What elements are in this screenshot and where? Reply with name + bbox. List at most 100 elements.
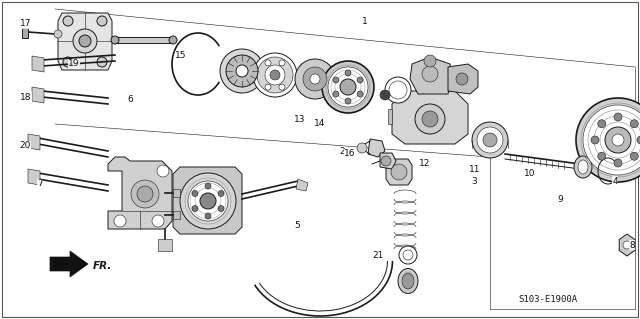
Circle shape bbox=[637, 136, 640, 144]
Text: 10: 10 bbox=[524, 169, 536, 179]
Circle shape bbox=[295, 59, 335, 99]
Circle shape bbox=[340, 79, 356, 95]
Circle shape bbox=[63, 57, 73, 67]
Circle shape bbox=[630, 152, 638, 160]
Circle shape bbox=[614, 159, 622, 167]
Bar bbox=[115, 37, 173, 43]
Circle shape bbox=[456, 73, 468, 85]
Circle shape bbox=[137, 186, 153, 202]
Circle shape bbox=[152, 215, 164, 227]
Circle shape bbox=[472, 122, 508, 158]
Circle shape bbox=[381, 156, 391, 166]
Circle shape bbox=[591, 136, 599, 144]
Polygon shape bbox=[380, 153, 396, 169]
Text: 15: 15 bbox=[175, 51, 187, 61]
Polygon shape bbox=[50, 251, 88, 277]
Text: 21: 21 bbox=[372, 250, 384, 259]
Circle shape bbox=[279, 60, 285, 66]
Polygon shape bbox=[296, 179, 308, 191]
Circle shape bbox=[200, 193, 216, 209]
Circle shape bbox=[218, 190, 224, 197]
Polygon shape bbox=[158, 239, 172, 251]
Text: 14: 14 bbox=[314, 118, 326, 128]
Circle shape bbox=[303, 67, 327, 91]
Circle shape bbox=[205, 213, 211, 219]
Circle shape bbox=[391, 164, 407, 180]
Circle shape bbox=[226, 55, 258, 87]
Polygon shape bbox=[58, 13, 112, 70]
Circle shape bbox=[357, 77, 363, 83]
Circle shape bbox=[345, 70, 351, 76]
Circle shape bbox=[424, 55, 436, 67]
Circle shape bbox=[54, 30, 62, 38]
Text: 2: 2 bbox=[339, 146, 345, 155]
Polygon shape bbox=[392, 91, 468, 144]
Circle shape bbox=[385, 77, 411, 103]
Polygon shape bbox=[368, 139, 385, 157]
Text: FR.: FR. bbox=[93, 261, 113, 271]
Text: 5: 5 bbox=[294, 221, 300, 231]
Polygon shape bbox=[28, 169, 40, 185]
Circle shape bbox=[422, 111, 438, 127]
Text: 13: 13 bbox=[294, 115, 306, 123]
Circle shape bbox=[265, 65, 285, 85]
Circle shape bbox=[218, 205, 224, 211]
Circle shape bbox=[131, 180, 159, 208]
Circle shape bbox=[630, 120, 638, 128]
Circle shape bbox=[403, 250, 413, 260]
Circle shape bbox=[157, 165, 169, 177]
Circle shape bbox=[614, 113, 622, 121]
Circle shape bbox=[328, 67, 368, 107]
Circle shape bbox=[236, 65, 248, 77]
Polygon shape bbox=[28, 134, 40, 150]
Text: 9: 9 bbox=[557, 195, 563, 204]
Circle shape bbox=[357, 91, 363, 97]
Circle shape bbox=[345, 98, 351, 104]
Circle shape bbox=[357, 143, 367, 153]
Circle shape bbox=[333, 77, 339, 83]
Circle shape bbox=[333, 91, 339, 97]
Circle shape bbox=[220, 49, 264, 93]
Circle shape bbox=[180, 173, 236, 229]
Circle shape bbox=[265, 84, 271, 90]
Text: 4: 4 bbox=[612, 176, 618, 186]
Circle shape bbox=[576, 98, 640, 182]
Text: 12: 12 bbox=[419, 160, 431, 168]
Circle shape bbox=[97, 16, 107, 26]
Polygon shape bbox=[173, 167, 242, 234]
Circle shape bbox=[253, 53, 297, 97]
Circle shape bbox=[257, 57, 293, 93]
Circle shape bbox=[583, 105, 640, 175]
Ellipse shape bbox=[574, 156, 592, 178]
Text: S103-E1900A: S103-E1900A bbox=[518, 294, 577, 303]
Circle shape bbox=[73, 29, 97, 53]
Circle shape bbox=[310, 74, 320, 84]
Circle shape bbox=[205, 183, 211, 189]
Circle shape bbox=[598, 120, 605, 128]
Circle shape bbox=[265, 60, 271, 66]
Text: 6: 6 bbox=[127, 95, 133, 105]
Text: 3: 3 bbox=[471, 176, 477, 186]
Text: 17: 17 bbox=[20, 19, 32, 28]
Text: 1: 1 bbox=[362, 17, 368, 26]
Circle shape bbox=[598, 152, 605, 160]
Circle shape bbox=[415, 104, 445, 134]
Circle shape bbox=[612, 134, 624, 146]
Ellipse shape bbox=[402, 273, 414, 289]
Circle shape bbox=[270, 70, 280, 80]
Text: 19: 19 bbox=[68, 60, 80, 69]
Circle shape bbox=[483, 133, 497, 147]
Polygon shape bbox=[22, 28, 28, 38]
Text: 8: 8 bbox=[629, 241, 635, 249]
Circle shape bbox=[477, 127, 503, 153]
Circle shape bbox=[279, 84, 285, 90]
Circle shape bbox=[322, 61, 374, 113]
Circle shape bbox=[114, 215, 126, 227]
Polygon shape bbox=[448, 64, 478, 94]
Polygon shape bbox=[32, 87, 44, 103]
Polygon shape bbox=[388, 109, 392, 124]
Polygon shape bbox=[32, 56, 44, 72]
Circle shape bbox=[63, 16, 73, 26]
Circle shape bbox=[188, 181, 228, 221]
Circle shape bbox=[111, 36, 119, 44]
